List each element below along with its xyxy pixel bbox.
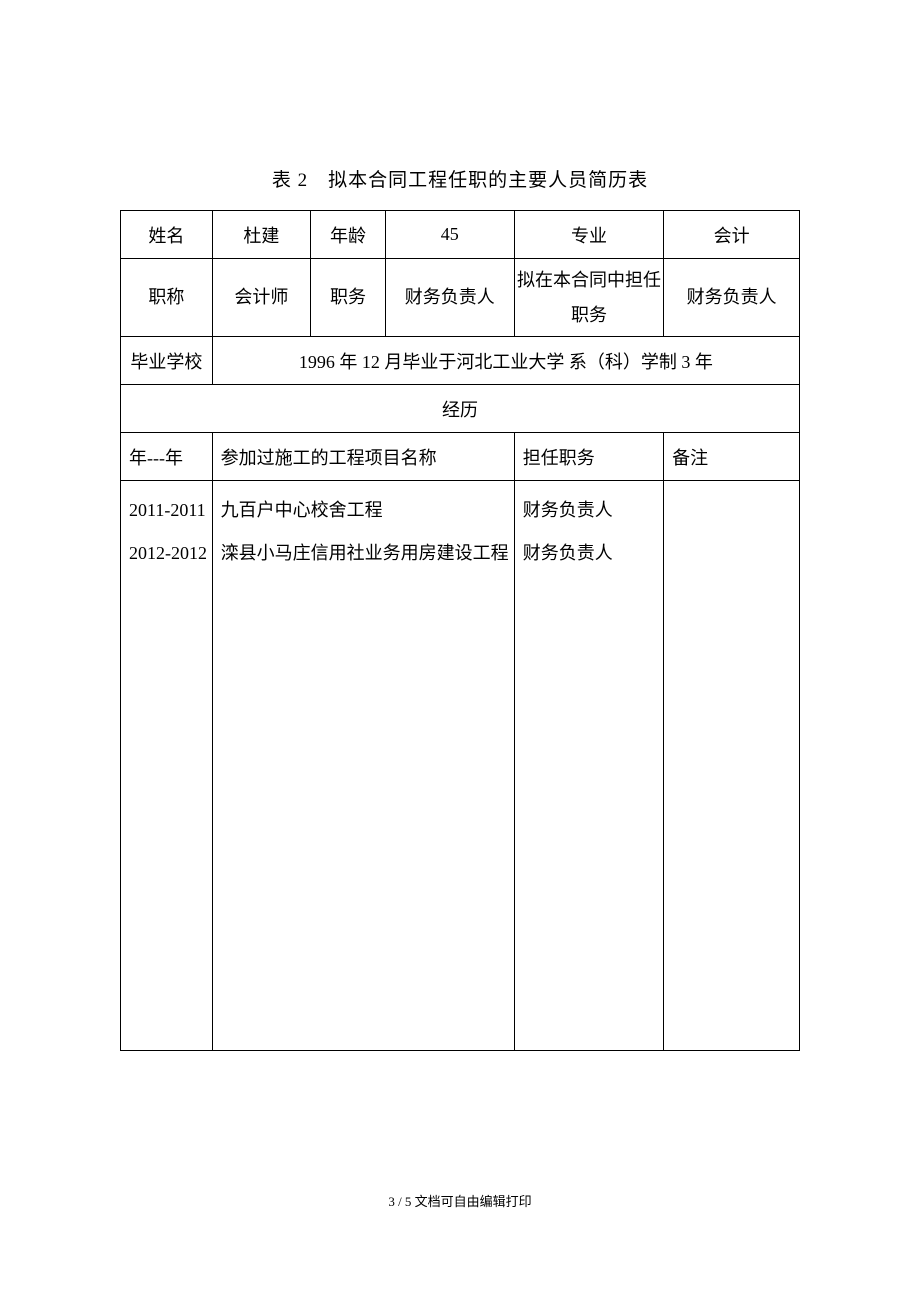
label-history: 经历 bbox=[121, 385, 800, 433]
label-name: 姓名 bbox=[121, 211, 213, 259]
label-school: 毕业学校 bbox=[121, 337, 213, 385]
page-footer: 3 / 5 文档可自由编辑打印 bbox=[0, 1191, 920, 1210]
label-major: 专业 bbox=[514, 211, 663, 259]
label-project-name: 参加过施工的工程项目名称 bbox=[212, 433, 514, 481]
value-contract-role: 财务负责人 bbox=[664, 259, 800, 337]
table-title: 表 2 拟本合同工程任职的主要人员简历表 bbox=[120, 165, 800, 192]
table-row: 毕业学校 1996 年 12 月毕业于河北工业大学 系（科）学制 3 年 bbox=[121, 337, 800, 385]
resume-table: 姓名 杜建 年龄 45 专业 会计 职称 会计师 职务 财务负责人 拟在本合同中… bbox=[120, 210, 800, 1051]
label-remark: 备注 bbox=[664, 433, 800, 481]
table-row: 经历 bbox=[121, 385, 800, 433]
page-content: 表 2 拟本合同工程任职的主要人员简历表 姓名 杜建 年龄 45 专业 会计 职… bbox=[0, 0, 920, 1051]
table-row: 职称 会计师 职务 财务负责人 拟在本合同中担任职务 财务负责人 bbox=[121, 259, 800, 337]
value-name: 杜建 bbox=[212, 211, 310, 259]
table-row: 姓名 杜建 年龄 45 专业 会计 bbox=[121, 211, 800, 259]
table-row: 2011-20112012-2012 九百户中心校舍工程滦县小马庄信用社业务用房… bbox=[121, 481, 800, 1051]
value-major: 会计 bbox=[664, 211, 800, 259]
value-age: 45 bbox=[385, 211, 514, 259]
history-projects: 九百户中心校舍工程滦县小马庄信用社业务用房建设工程 bbox=[212, 481, 514, 1051]
label-position: 职务 bbox=[311, 259, 386, 337]
value-title: 会计师 bbox=[212, 259, 310, 337]
history-remarks bbox=[664, 481, 800, 1051]
history-years: 2011-20112012-2012 bbox=[121, 481, 213, 1051]
history-roles: 财务负责人财务负责人 bbox=[514, 481, 663, 1051]
label-age: 年龄 bbox=[311, 211, 386, 259]
table-row: 年---年 参加过施工的工程项目名称 担任职务 备注 bbox=[121, 433, 800, 481]
value-school: 1996 年 12 月毕业于河北工业大学 系（科）学制 3 年 bbox=[212, 337, 799, 385]
value-position: 财务负责人 bbox=[385, 259, 514, 337]
label-title: 职称 bbox=[121, 259, 213, 337]
label-year-range: 年---年 bbox=[121, 433, 213, 481]
label-served-role: 担任职务 bbox=[514, 433, 663, 481]
label-contract-role: 拟在本合同中担任职务 bbox=[514, 259, 663, 337]
